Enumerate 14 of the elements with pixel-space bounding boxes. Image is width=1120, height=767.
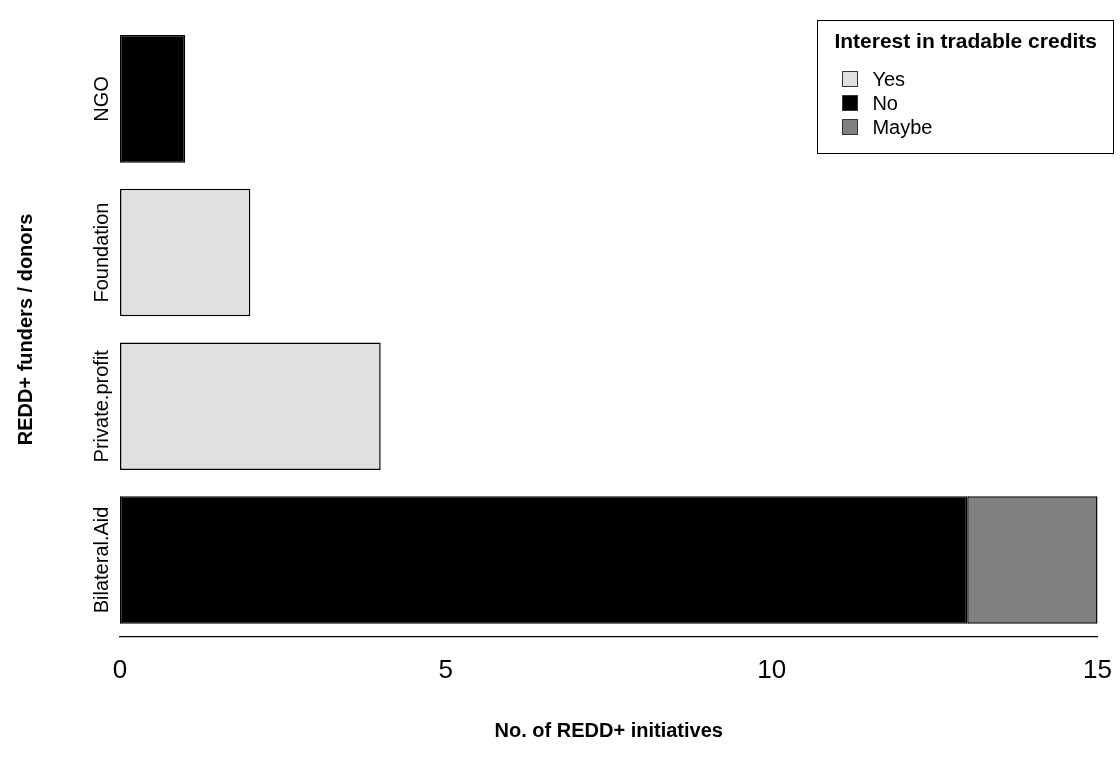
x-tick-label: 5: [438, 653, 454, 684]
y-axis-title: REDD+ funders / donors: [13, 213, 36, 446]
x-axis-title: No. of REDD+ initiatives: [494, 718, 723, 741]
y-tick-label: Foundation: [89, 202, 112, 303]
legend-title: Interest in tradable credits: [834, 29, 1097, 53]
legend-label: No: [872, 91, 898, 115]
legend-label: Maybe: [872, 115, 933, 139]
y-tick-label: Bilateral.Aid: [89, 506, 112, 614]
y-tick-label: Private.profit: [89, 349, 112, 463]
legend-label: Yes: [872, 67, 906, 91]
x-tick-label: 10: [757, 653, 787, 684]
y-tick-label: NGO: [89, 76, 112, 122]
x-tick-label: 15: [1083, 653, 1112, 684]
x-tick-label: 0: [112, 653, 128, 684]
